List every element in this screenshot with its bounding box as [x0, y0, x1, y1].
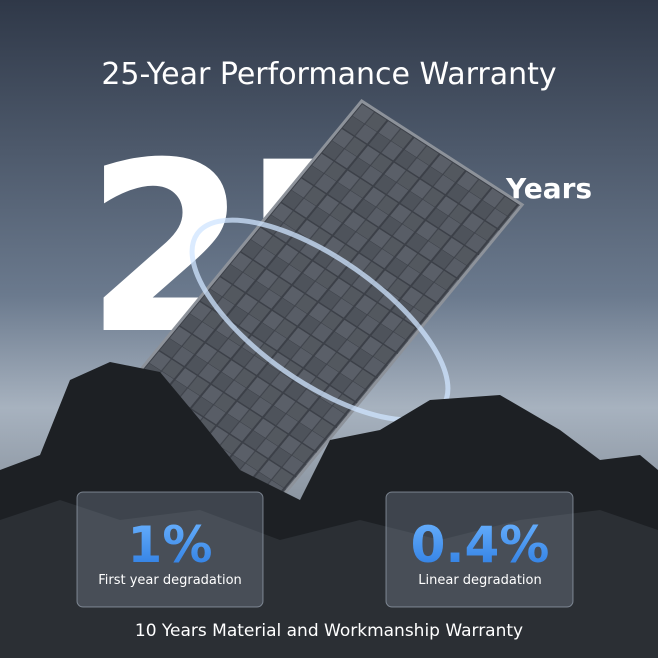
solar-panel: [112, 99, 525, 508]
card-value: 1%: [128, 516, 213, 574]
title: 25-Year Performance Warranty: [101, 57, 556, 92]
card-value: 0.4%: [411, 516, 550, 574]
card: 0.4% Linear degradation: [385, 491, 574, 608]
card: 1% First year degradation: [76, 491, 264, 608]
big-unit: Years: [505, 172, 592, 205]
card-label: First year degradation: [98, 573, 242, 588]
footer: 10 Years Material and Workmanship Warran…: [135, 621, 523, 641]
card-label: Linear degradation: [418, 573, 541, 588]
rocks: [0, 362, 658, 658]
